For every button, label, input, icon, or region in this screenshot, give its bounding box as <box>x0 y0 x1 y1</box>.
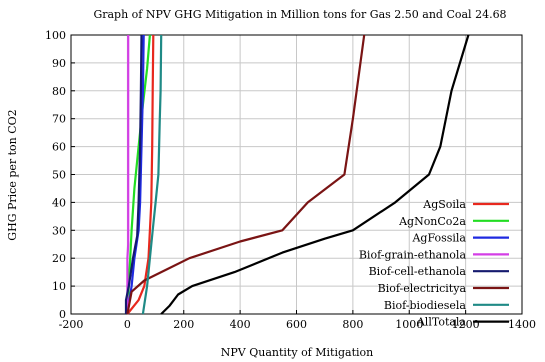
y-tick-label: 50 <box>52 169 66 182</box>
y-tick-label: 0 <box>59 308 66 321</box>
y-tick-label: 10 <box>52 280 66 293</box>
x-tick-label: 1200 <box>452 318 480 331</box>
x-tick-label: 400 <box>230 318 251 331</box>
x-tick-label: 1400 <box>508 318 536 331</box>
legend-label: AllTotala <box>416 316 467 329</box>
legend-label: AgFossila <box>411 232 466 245</box>
legend: AgSoila AgNonCo2a AgFossila Biof-grain-etha… <box>359 198 509 329</box>
legend-label: AgSoila <box>422 198 466 211</box>
legend-label: Biof-cell-ethanola <box>369 265 467 278</box>
x-tick-label: 600 <box>286 318 307 331</box>
legend-label: AgNonCo2a <box>398 215 466 228</box>
y-tick-label: 100 <box>45 29 66 42</box>
y-tick-label: 70 <box>52 113 66 126</box>
chart-title: Graph of NPV GHG Mitigation in Million t… <box>93 8 506 21</box>
y-tick-label: 60 <box>52 141 66 154</box>
series-line-biof-biodiesela <box>141 34 163 315</box>
x-axis-ticks: -200 0 200 400 600 800 1000 1200 1400 <box>59 310 536 331</box>
legend-label: Biof-biodiesela <box>384 299 467 312</box>
series-line-biof-electricitya <box>126 34 366 315</box>
legend-label: Biof-electricitya <box>378 282 467 295</box>
series-line-agsoila <box>126 34 155 315</box>
y-axis-ticks: 0 10 20 30 40 50 60 70 80 90 100 <box>45 29 75 321</box>
x-tick-label: 800 <box>342 318 363 331</box>
x-tick-label: 1000 <box>395 318 423 331</box>
series-line-alltotala <box>160 34 470 315</box>
x-axis-label: NPV Quantity of Mitigation <box>221 346 373 359</box>
y-tick-label: 20 <box>52 252 66 265</box>
y-tick-label: 90 <box>52 57 66 70</box>
series-lines <box>124 34 470 315</box>
x-tick-label: -200 <box>59 318 84 331</box>
y-tick-label: 80 <box>52 85 66 98</box>
y-tick-label: 40 <box>52 196 66 209</box>
series-line-biof-cell-ethanola <box>124 34 143 314</box>
x-tick-label: 0 <box>124 318 131 331</box>
x-tick-label: 200 <box>173 318 194 331</box>
series-line-agfossila <box>126 34 145 315</box>
series-line-biof-grain-ethanola <box>126 35 130 314</box>
y-tick-label: 30 <box>52 224 66 237</box>
legend-label: Biof-grain-ethanola <box>359 248 467 261</box>
y-axis-label: GHG Price per ton CO2 <box>6 109 19 240</box>
